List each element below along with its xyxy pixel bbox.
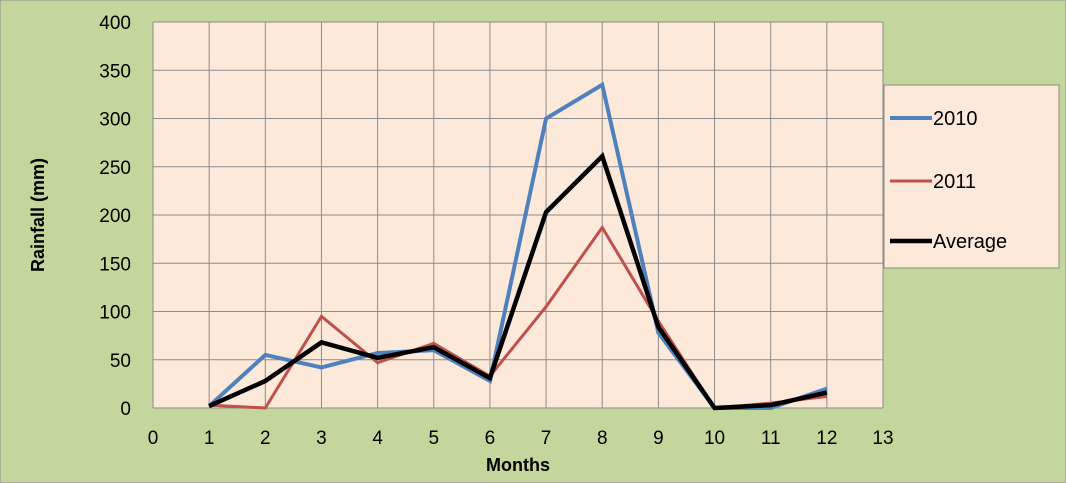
y-tick-label: 200: [99, 206, 131, 227]
legend-box: [883, 84, 1060, 269]
series-lines: [207, 81, 828, 411]
x-tick-label: 8: [597, 428, 608, 449]
legend-label-2010: 2010: [933, 108, 978, 130]
x-tick-label: 11: [761, 428, 781, 449]
y-tick-label: 350: [99, 61, 131, 82]
legend-label-2011: 2011: [933, 171, 976, 193]
x-tick-label: 12: [816, 428, 837, 449]
y-tick-label: 0: [120, 399, 131, 420]
y-axis-tick-labels: 0 50 100 150 200 250 300 350 400: [99, 13, 131, 420]
y-tick-label: 50: [110, 351, 131, 372]
x-tick-label: 13: [872, 428, 893, 449]
y-axis-title: Rainfall (mm): [28, 158, 48, 272]
y-tick-label: 100: [99, 303, 131, 324]
x-axis-tick-labels: 0 1 2 3 4 5 6 7 8 9 10 11 12 13: [148, 428, 894, 449]
y-tick-label: 250: [99, 158, 131, 179]
x-tick-label: 5: [428, 428, 439, 449]
x-tick-label: 2: [260, 428, 271, 449]
x-tick-label: 0: [148, 428, 159, 449]
x-tick-label: 10: [704, 428, 725, 449]
x-tick-label: 9: [653, 428, 664, 449]
series-line-average: [208, 151, 828, 411]
x-axis-title: Months: [486, 455, 550, 475]
x-tick-label: 6: [485, 428, 496, 449]
x-tick-label: 7: [541, 428, 552, 449]
y-tick-label: 150: [99, 254, 131, 275]
x-tick-label: 1: [204, 428, 215, 449]
y-tick-label: 300: [99, 110, 131, 131]
y-tick-label: 400: [99, 13, 131, 34]
legend: 2010 2011 Average: [883, 84, 1060, 269]
x-tick-label: 3: [316, 428, 327, 449]
x-tick-label: 4: [372, 428, 383, 449]
legend-label-average: Average: [933, 231, 1007, 253]
